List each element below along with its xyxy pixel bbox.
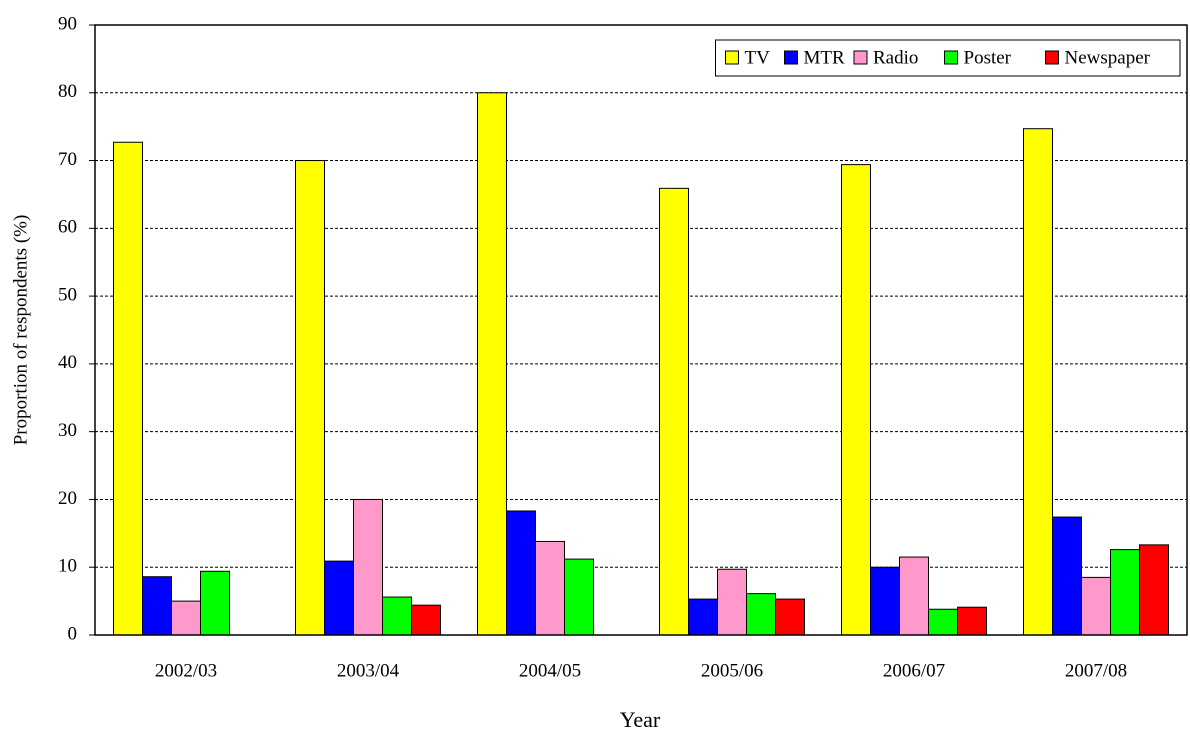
bar (1081, 576, 1111, 636)
legend-label: Poster (964, 47, 1012, 68)
bar (1139, 544, 1169, 636)
y-tick-label: 90 (58, 13, 77, 34)
bar (775, 598, 805, 636)
y-tick-label: 50 (58, 284, 77, 305)
bar (411, 604, 441, 636)
bar (1110, 549, 1140, 636)
legend-swatch (944, 50, 958, 65)
bar (113, 141, 143, 636)
bar (382, 596, 412, 636)
plot-border (94, 24, 1188, 636)
bar (928, 608, 958, 636)
y-tick-label: 20 (58, 488, 77, 509)
legend-label: Newspaper (1065, 47, 1151, 68)
x-tick-label: 2005/06 (701, 660, 763, 681)
bar (1023, 128, 1053, 636)
bar (717, 568, 747, 636)
bar (688, 598, 718, 636)
legend-swatch (784, 50, 798, 65)
legend-label: TV (745, 47, 771, 68)
y-axis-label: Proportion of respondents (%) (10, 215, 31, 446)
x-tick-label: 2002/03 (155, 660, 217, 681)
y-tick-label: 70 (58, 149, 77, 170)
legend-swatch (725, 50, 739, 65)
legend-label: Radio (873, 47, 918, 68)
bar (142, 576, 172, 636)
bar (870, 566, 900, 636)
legend-swatch (853, 50, 868, 65)
y-tick-label: 80 (58, 81, 77, 102)
y-tick-label: 0 (68, 623, 78, 644)
bar (171, 600, 201, 636)
bar (899, 556, 929, 636)
bar (200, 570, 230, 636)
bar (1052, 516, 1082, 636)
bar (295, 160, 325, 636)
bar (506, 510, 536, 636)
bar (564, 558, 594, 636)
bar (353, 498, 383, 636)
bar (659, 187, 689, 636)
legend-label: MTR (804, 47, 846, 68)
x-tick-label: 2003/04 (337, 660, 400, 681)
y-tick-label: 60 (58, 217, 77, 238)
x-axis-label: Year (620, 707, 661, 732)
bar (324, 560, 354, 636)
y-tick-label: 40 (58, 352, 77, 373)
plot-area (95, 25, 1187, 635)
x-tick-label: 2006/07 (883, 660, 945, 681)
bar (746, 593, 776, 636)
x-tick-label: 2004/05 (519, 660, 581, 681)
legend-swatch (1045, 50, 1059, 65)
bar (535, 540, 565, 636)
x-tick-label: 2007/08 (1065, 660, 1127, 681)
bar (841, 164, 871, 636)
bar (477, 92, 507, 636)
y-tick-label: 10 (58, 556, 77, 577)
bar (957, 606, 987, 636)
y-tick-label: 30 (58, 420, 77, 441)
